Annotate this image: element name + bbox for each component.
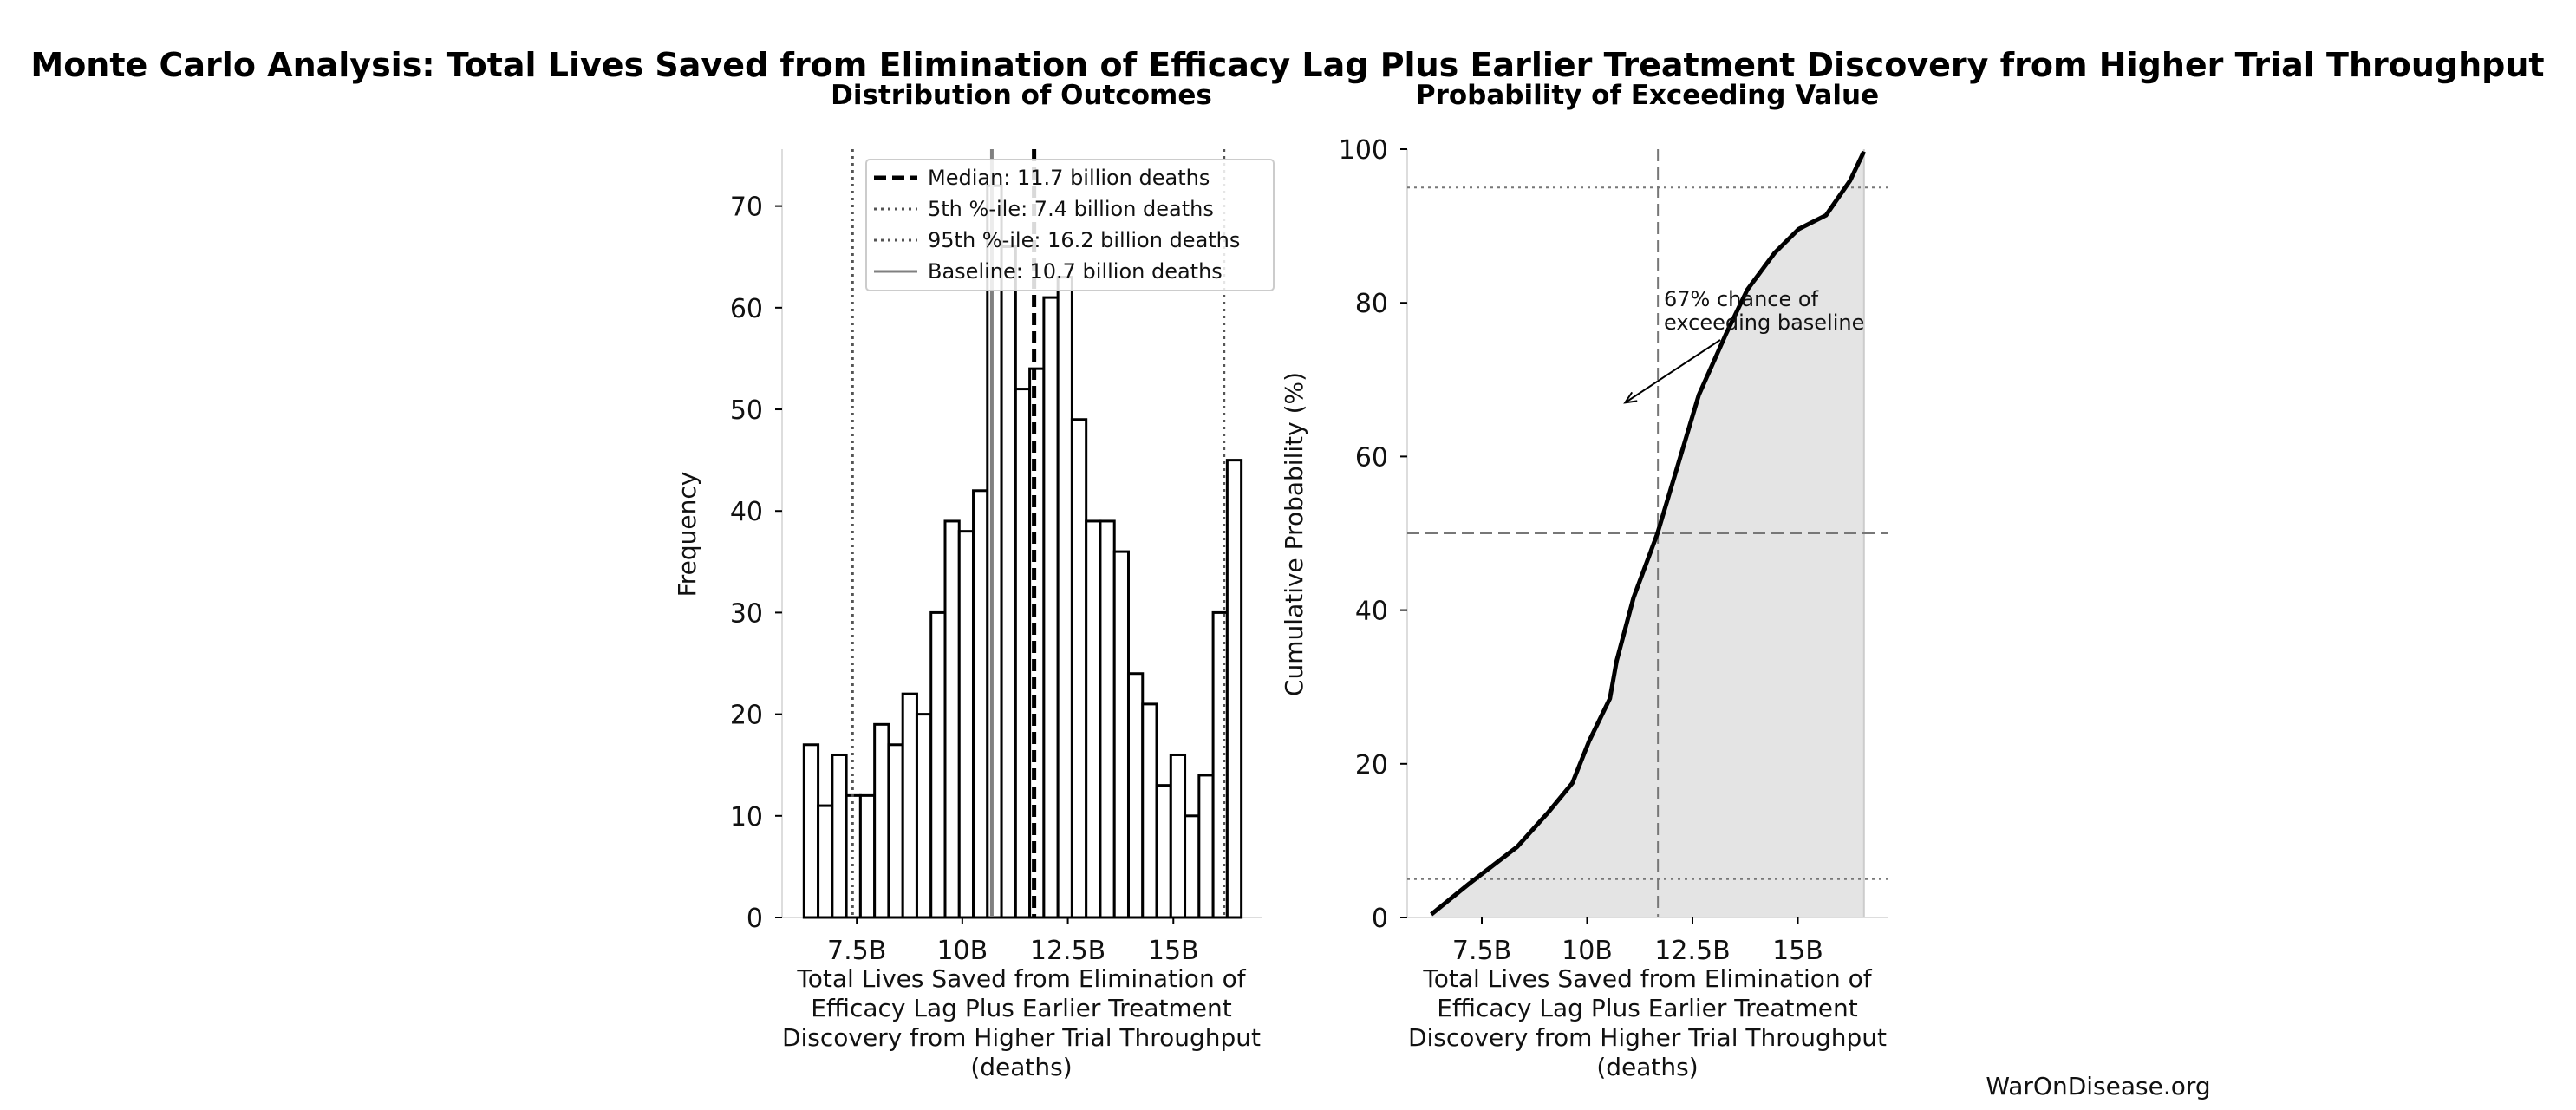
histogram-bar — [1225, 459, 1243, 919]
legend: Median: 11.7 billion deaths 5th %-ile: 7.… — [865, 159, 1275, 291]
histogram-bar — [887, 743, 904, 919]
legend-label: Baseline: 10.7 billion deaths — [928, 259, 1223, 284]
cdf-ylabel: Cumulative Probability (%) — [1280, 372, 1308, 696]
x-tick-label: 10B — [1562, 936, 1613, 966]
histogram-bar — [817, 804, 834, 919]
y-tick-label: 60 — [730, 294, 763, 324]
cdf-title: Probability of Exceeding Value — [1416, 80, 1879, 111]
histogram-bar — [1028, 367, 1046, 919]
x-tick-label: 10B — [936, 936, 988, 966]
y-tick-label: 100 — [1339, 135, 1388, 166]
histogram-bar — [1056, 276, 1073, 919]
histogram-bar — [1042, 296, 1060, 919]
histogram-bar — [943, 519, 961, 919]
y-tick-label: 20 — [1355, 750, 1388, 780]
y-tick-label: 60 — [1355, 442, 1388, 473]
histogram-bar — [929, 610, 947, 919]
annotation-arrow — [1624, 339, 1721, 404]
y-tick-label: 80 — [1355, 289, 1388, 319]
x-tick-label: 15B — [1148, 936, 1199, 966]
annotation-text: 67% chance of — [1664, 287, 1819, 311]
cdf-fill-area — [1431, 151, 1864, 917]
y-tick-label: 0 — [1372, 904, 1388, 934]
y-tick-label: 40 — [1355, 597, 1388, 627]
histogram-bar — [915, 713, 933, 919]
hist-xlabel: Total Lives Saved from Elimination of Eff… — [782, 964, 1261, 1081]
y-tick-label: 40 — [730, 497, 763, 527]
histogram-bar — [802, 743, 820, 919]
histogram-bar — [858, 793, 877, 919]
x-tick-label: 12.5B — [1030, 936, 1105, 966]
legend-box — [865, 159, 1275, 291]
histogram-bar — [1155, 784, 1172, 919]
histogram-bar — [1000, 245, 1017, 919]
hist-title: Distribution of Outcomes — [831, 80, 1212, 111]
y-tick-label: 0 — [747, 904, 763, 934]
annotation-text: exceeding baseline — [1664, 310, 1864, 335]
histogram-bar — [1085, 519, 1102, 919]
y-tick-label: 50 — [730, 395, 763, 426]
x-tick-label: 7.5B — [827, 936, 886, 966]
histogram-bar — [972, 489, 989, 919]
x-tick-label: 7.5B — [1452, 936, 1511, 966]
histogram-bar — [1070, 418, 1088, 919]
histogram-bar — [1141, 702, 1158, 919]
histogram-bar — [957, 530, 975, 919]
histogram-bar — [1112, 550, 1130, 919]
legend-label: 5th %-ile: 7.4 billion deaths — [928, 197, 1214, 221]
histogram-bar — [986, 184, 1003, 919]
x-tick-label: 12.5B — [1654, 936, 1730, 966]
histogram-bar — [901, 692, 918, 919]
histogram-bar — [1197, 774, 1215, 919]
figure-title: Monte Carlo Analysis: Total Lives Saved … — [30, 46, 2544, 84]
histogram-bar — [1014, 388, 1032, 919]
histogram-bar — [873, 722, 890, 919]
arrowhead-icon — [1623, 391, 1638, 404]
y-tick-label: 70 — [730, 193, 763, 223]
histogram-bar — [1169, 753, 1187, 919]
x-tick-label: 15B — [1772, 936, 1823, 966]
histogram-axes: 7.5B 10B 12.5B 15B 0 10 20 30 40 50 60 70 Median: 11… — [730, 149, 1275, 966]
histogram-bar — [1184, 814, 1201, 919]
histogram-bar — [831, 753, 848, 919]
y-tick-label: 20 — [730, 701, 763, 731]
y-tick-label: 10 — [730, 802, 763, 832]
legend-label: 95th %-ile: 16.2 billion deaths — [928, 228, 1240, 252]
cdf-xlabel: Total Lives Saved from Elimination of Eff… — [1408, 964, 1887, 1081]
histogram-bar — [1126, 672, 1145, 919]
histogram-bar — [1099, 519, 1116, 919]
hist-ylabel: Frequency — [673, 472, 701, 597]
watermark: WarOnDisease.org — [1986, 1072, 2210, 1100]
legend-label: Median: 11.7 billion deaths — [928, 166, 1210, 190]
y-tick-label: 30 — [730, 598, 763, 629]
cdf-line — [1430, 150, 1867, 917]
cdf-axes: 7.5B 10B 12.5B 15B 0 20 40 60 80 100 67% chance of… — [1339, 135, 1888, 966]
